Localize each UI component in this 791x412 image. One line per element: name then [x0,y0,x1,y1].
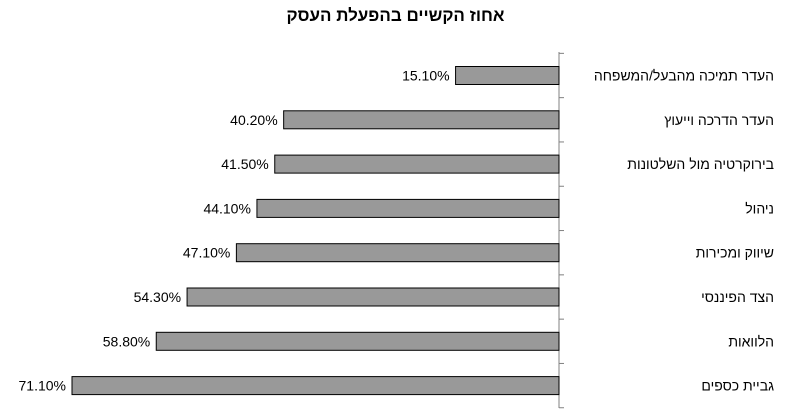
data-label: 44.10% [203,200,250,216]
bar [283,110,560,130]
data-label: 15.10% [402,68,449,84]
category-label: העדר תמיכה מהבעל/המשפחה [594,68,774,84]
data-label: 40.20% [230,112,277,128]
category-label: הצד הפיננסי [701,289,774,305]
bar [256,198,560,218]
category-label: שיווק ומכירות [696,245,774,261]
category-label: הלוואות [728,333,774,349]
bar [155,331,560,351]
data-label: 54.30% [134,289,181,305]
data-label: 41.50% [221,156,268,172]
chart-title: אחוז הקשיים בהפעלת העסק [286,6,505,25]
category-label: ניהול [745,200,774,216]
bar [274,154,560,174]
data-label: 58.80% [103,333,150,349]
data-label: 47.10% [183,245,230,261]
category-label: בירוקרטיה מול השלטונות [627,156,774,172]
data-label: 71.10% [19,378,66,394]
bar [235,243,560,263]
bar [71,376,560,396]
category-label: העדר הדרכה וייעוץ [664,112,774,128]
bar [186,287,560,307]
category-label: גביית כספים [701,378,774,394]
bar [455,66,560,85]
